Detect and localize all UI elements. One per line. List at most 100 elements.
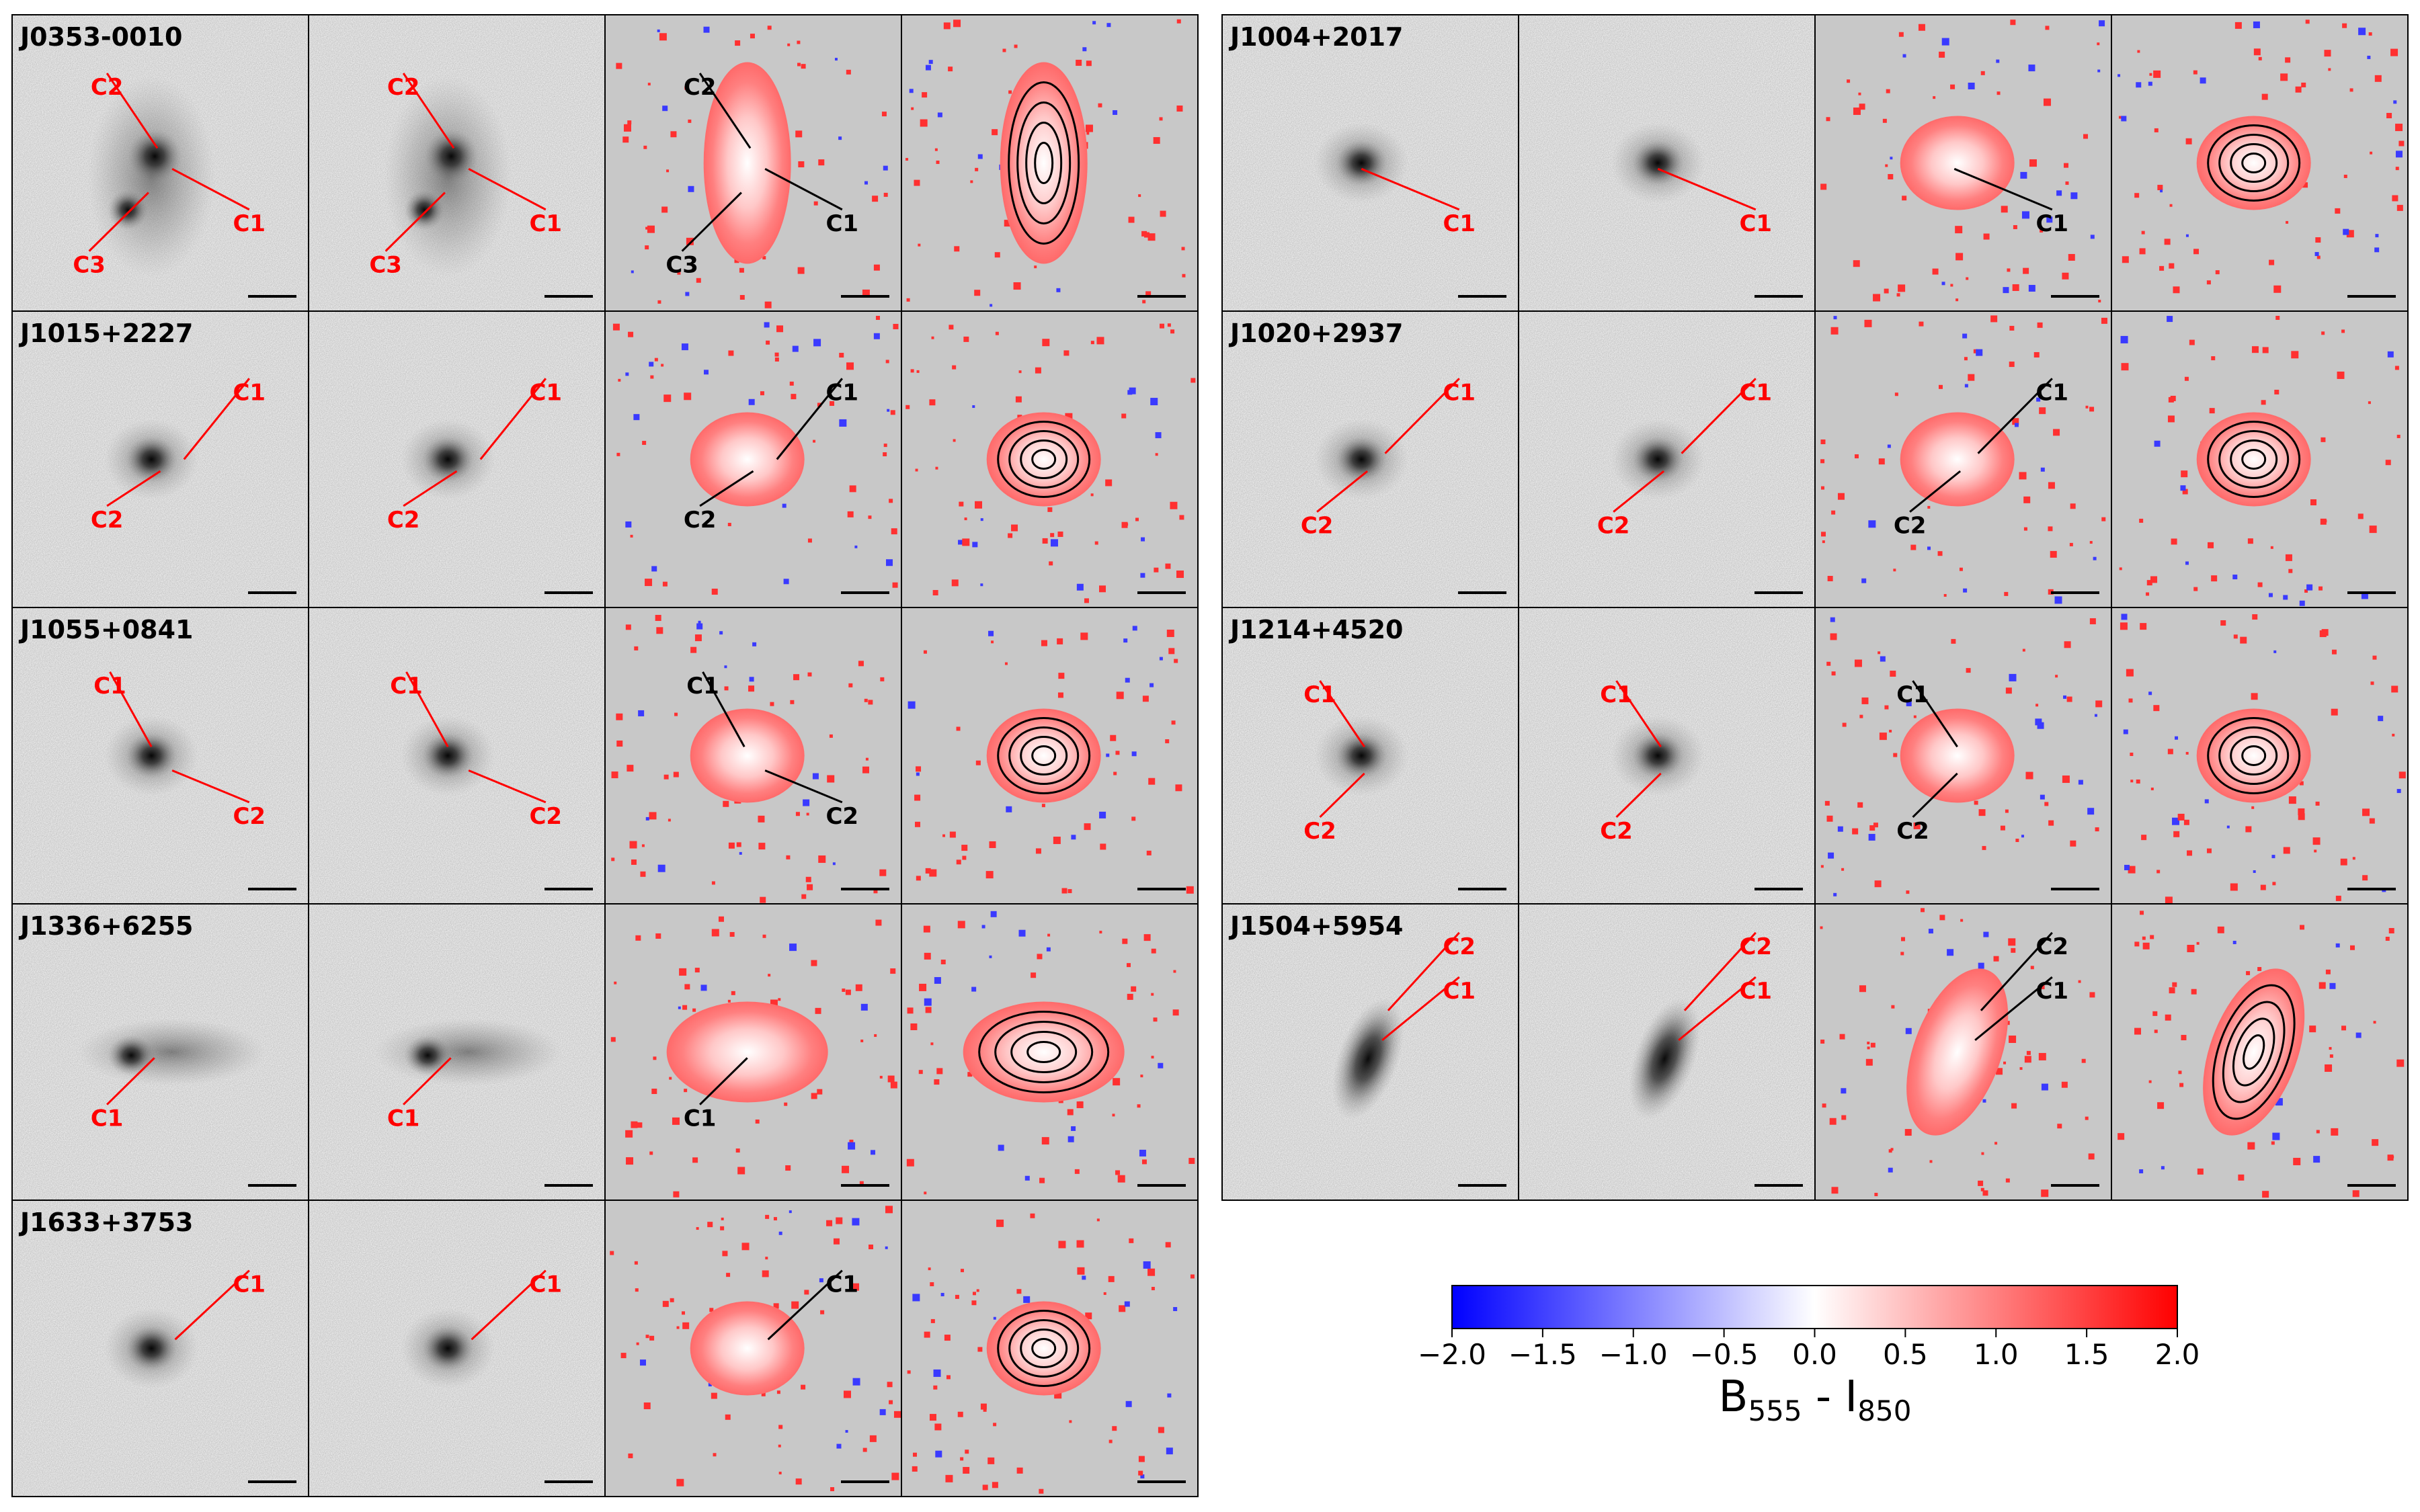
noise-pixel xyxy=(1112,1426,1117,1431)
noise-pixel xyxy=(1884,288,1889,294)
noise-pixel xyxy=(2005,687,2012,694)
noise-pixel xyxy=(1906,700,1912,706)
contour-line xyxy=(2232,1017,2275,1087)
noise-pixel xyxy=(934,976,941,984)
contour-line xyxy=(1008,430,1080,489)
noise-pixel xyxy=(651,1088,657,1094)
noise-pixel xyxy=(813,439,816,443)
noise-pixel xyxy=(1820,865,1824,868)
noise-pixel xyxy=(942,834,946,837)
contour-line xyxy=(1031,745,1057,766)
noise-pixel xyxy=(1148,778,1156,785)
color-blob xyxy=(690,708,805,803)
noise-pixel xyxy=(916,766,922,772)
noise-pixel xyxy=(2099,20,2105,27)
noise-pixel xyxy=(2386,113,2392,119)
noise-pixel xyxy=(2123,729,2128,734)
noise-pixel xyxy=(1904,1129,1912,1136)
noise-pixel xyxy=(1031,972,1037,978)
noise-pixel xyxy=(2028,284,2035,292)
noise-pixel xyxy=(2020,171,2027,179)
noise-pixel xyxy=(2191,989,2197,995)
noise-pixel xyxy=(995,331,999,335)
noise-pixel xyxy=(2189,339,2195,345)
contour-line xyxy=(2212,984,2296,1120)
galaxy-row-J1055+0841: C1 C2 C1 C2 C1 C2 J1055+0841 xyxy=(11,607,1199,905)
noise-pixel xyxy=(1858,92,1861,95)
noise-pixel xyxy=(956,726,961,731)
clump-label: C3 xyxy=(73,252,106,279)
noise-pixel xyxy=(801,64,806,69)
noise-pixel xyxy=(962,538,970,546)
noise-pixel xyxy=(2179,1083,2184,1087)
noise-pixel xyxy=(960,1457,964,1461)
contour-line xyxy=(1026,1041,1061,1063)
noise-pixel xyxy=(1108,1439,1113,1443)
noise-pixel xyxy=(1004,220,1011,227)
clump-leader-line xyxy=(699,470,754,507)
noise-pixel xyxy=(2240,636,2247,644)
noise-pixel xyxy=(1076,1240,1084,1248)
noise-pixel xyxy=(1112,1114,1115,1117)
noise-pixel xyxy=(2044,802,2049,806)
noise-pixel xyxy=(2274,389,2280,394)
noise-pixel xyxy=(662,1300,669,1307)
noise-pixel xyxy=(873,333,880,339)
clump-label: C1 xyxy=(825,1271,858,1298)
noise-pixel xyxy=(1854,659,1862,667)
noise-pixel xyxy=(2097,69,2101,73)
panel-filter-a: C1 C2 xyxy=(11,607,309,905)
noise-pixel xyxy=(2318,586,2323,591)
noise-pixel xyxy=(892,582,898,588)
noise-pixel xyxy=(879,869,887,876)
noise-pixel xyxy=(2369,818,2375,824)
noise-pixel xyxy=(1886,89,1890,93)
noise-pixel xyxy=(2272,1132,2280,1140)
noise-pixel xyxy=(1110,734,1117,741)
noise-pixel xyxy=(1014,44,1018,48)
noise-pixel xyxy=(1076,583,1084,591)
clump-label: C1 xyxy=(1443,978,1476,1005)
noise-pixel xyxy=(930,1282,934,1287)
noise-pixel xyxy=(959,501,964,507)
clump-leader-line xyxy=(106,73,159,149)
noise-pixel xyxy=(2154,1030,2158,1034)
noise-pixel xyxy=(1150,398,1158,406)
clump-leader-line xyxy=(1384,378,1460,454)
noise-pixel xyxy=(872,196,879,202)
galaxy-name-label: J1015+2227 xyxy=(18,319,194,348)
noise-pixel xyxy=(2019,472,2027,480)
noise-pixel xyxy=(618,378,621,382)
noise-pixel xyxy=(1902,54,1906,58)
galaxy-core xyxy=(422,732,474,779)
panel-color-contours xyxy=(2111,14,2409,312)
clump-leader-line xyxy=(698,73,752,149)
noise-pixel xyxy=(1132,626,1137,631)
noise-pixel xyxy=(1981,1152,1984,1155)
noise-pixel xyxy=(1018,370,1022,374)
noise-pixel xyxy=(2029,159,2037,167)
noise-pixel xyxy=(2141,835,2147,841)
noise-pixel xyxy=(2139,518,2144,523)
noise-pixel xyxy=(649,1151,653,1155)
noise-pixel xyxy=(770,702,774,706)
noise-pixel xyxy=(2343,228,2349,235)
noise-pixel xyxy=(727,523,731,527)
noise-pixel xyxy=(2181,470,2188,478)
noise-pixel xyxy=(1138,194,1141,198)
contour-line xyxy=(2241,153,2267,173)
panel-color-contours xyxy=(2111,607,2409,905)
noise-pixel xyxy=(807,672,812,677)
noise-pixel xyxy=(2196,941,2200,945)
noise-pixel xyxy=(629,841,637,849)
noise-pixel xyxy=(673,771,679,778)
noise-pixel xyxy=(2341,329,2345,333)
noise-pixel xyxy=(1058,673,1065,679)
noise-pixel xyxy=(1983,931,1989,937)
clump-label: C2 xyxy=(1301,513,1334,540)
noise-pixel xyxy=(1084,598,1089,603)
noise-pixel xyxy=(2320,518,2327,525)
noise-pixel xyxy=(685,292,690,296)
panel-filter-a: C2 C1 C3 xyxy=(11,14,309,312)
noise-pixel xyxy=(2211,575,2218,582)
